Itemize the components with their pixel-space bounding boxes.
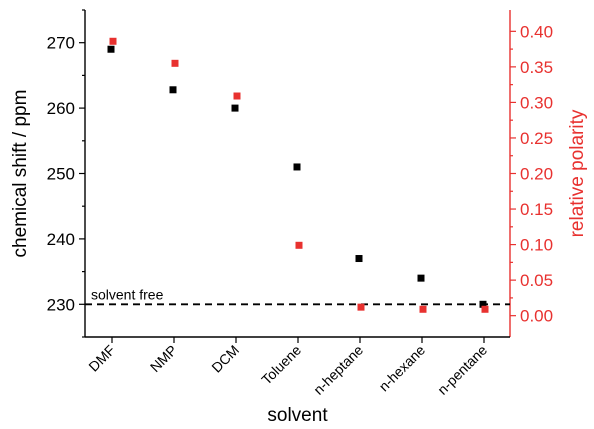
- left-y-tick-label: 240: [47, 230, 75, 249]
- left-y-tick-label: 260: [47, 99, 75, 118]
- relative-polarity-point: [419, 305, 427, 313]
- right-y-tick-label: 0.25: [520, 129, 553, 148]
- left-y-tick-label: 250: [47, 165, 75, 184]
- chemical-shift-series: [107, 45, 487, 308]
- relative-polarity-point: [171, 59, 179, 67]
- right-y-axis-ticks: 0.00 0.05 0.10 0.15 0.20 0.25 0.30 0.35 0.40: [510, 22, 553, 326]
- y2-axis-title: relative polarity: [567, 109, 588, 237]
- chemical-shift-point: [293, 163, 301, 171]
- right-y-tick-label: 0.15: [520, 200, 553, 219]
- x-tick-label: n-hexane: [376, 342, 429, 395]
- relative-polarity-point: [233, 92, 241, 100]
- right-y-tick-label: 0.20: [520, 165, 553, 184]
- chemical-shift-point: [355, 255, 363, 263]
- right-y-tick-label: 0.10: [520, 236, 553, 255]
- right-y-tick-label: 0.00: [520, 307, 553, 326]
- chemical-shift-point: [417, 274, 425, 282]
- relative-polarity-series: [109, 37, 489, 313]
- relative-polarity-point: [357, 303, 365, 311]
- plot-area: 230 240 250 260 270 0.00 0.05 0.10 0.15 0.20 0.25…: [47, 9, 553, 398]
- solvent-free-label: solvent free: [91, 286, 164, 302]
- left-y-axis-ticks: 230 240 250 260 270: [47, 9, 85, 338]
- right-y-tick-label: 0.05: [520, 271, 553, 290]
- x-tick-label: DCM: [208, 342, 242, 376]
- x-axis-title: solvent: [267, 405, 328, 426]
- chemical-shift-point: [231, 104, 239, 112]
- chemical-shift-point: [169, 86, 177, 94]
- x-axis-ticks: DMF NMP DCM Toluene n-heptane n-hexane n-penta…: [85, 337, 490, 398]
- x-tick-label: n-pentane: [434, 342, 490, 398]
- left-y-tick-label: 230: [47, 295, 75, 314]
- right-y-tick-label: 0.35: [520, 58, 553, 77]
- left-y-tick-label: 270: [47, 34, 75, 53]
- chemical-shift-point: [107, 45, 115, 53]
- relative-polarity-point: [295, 241, 303, 249]
- x-tick-label: n-heptane: [310, 342, 366, 398]
- chemical-shift-point: [479, 300, 487, 308]
- x-tick-label: NMP: [147, 342, 180, 375]
- relative-polarity-point: [481, 305, 489, 313]
- x-tick-label: Toluene: [258, 342, 304, 388]
- right-y-tick-label: 0.40: [520, 22, 553, 41]
- relative-polarity-point: [109, 37, 117, 45]
- y-axis-title: chemical shift / ppm: [10, 90, 31, 258]
- x-tick-label: DMF: [85, 342, 118, 375]
- right-y-tick-label: 0.30: [520, 93, 553, 112]
